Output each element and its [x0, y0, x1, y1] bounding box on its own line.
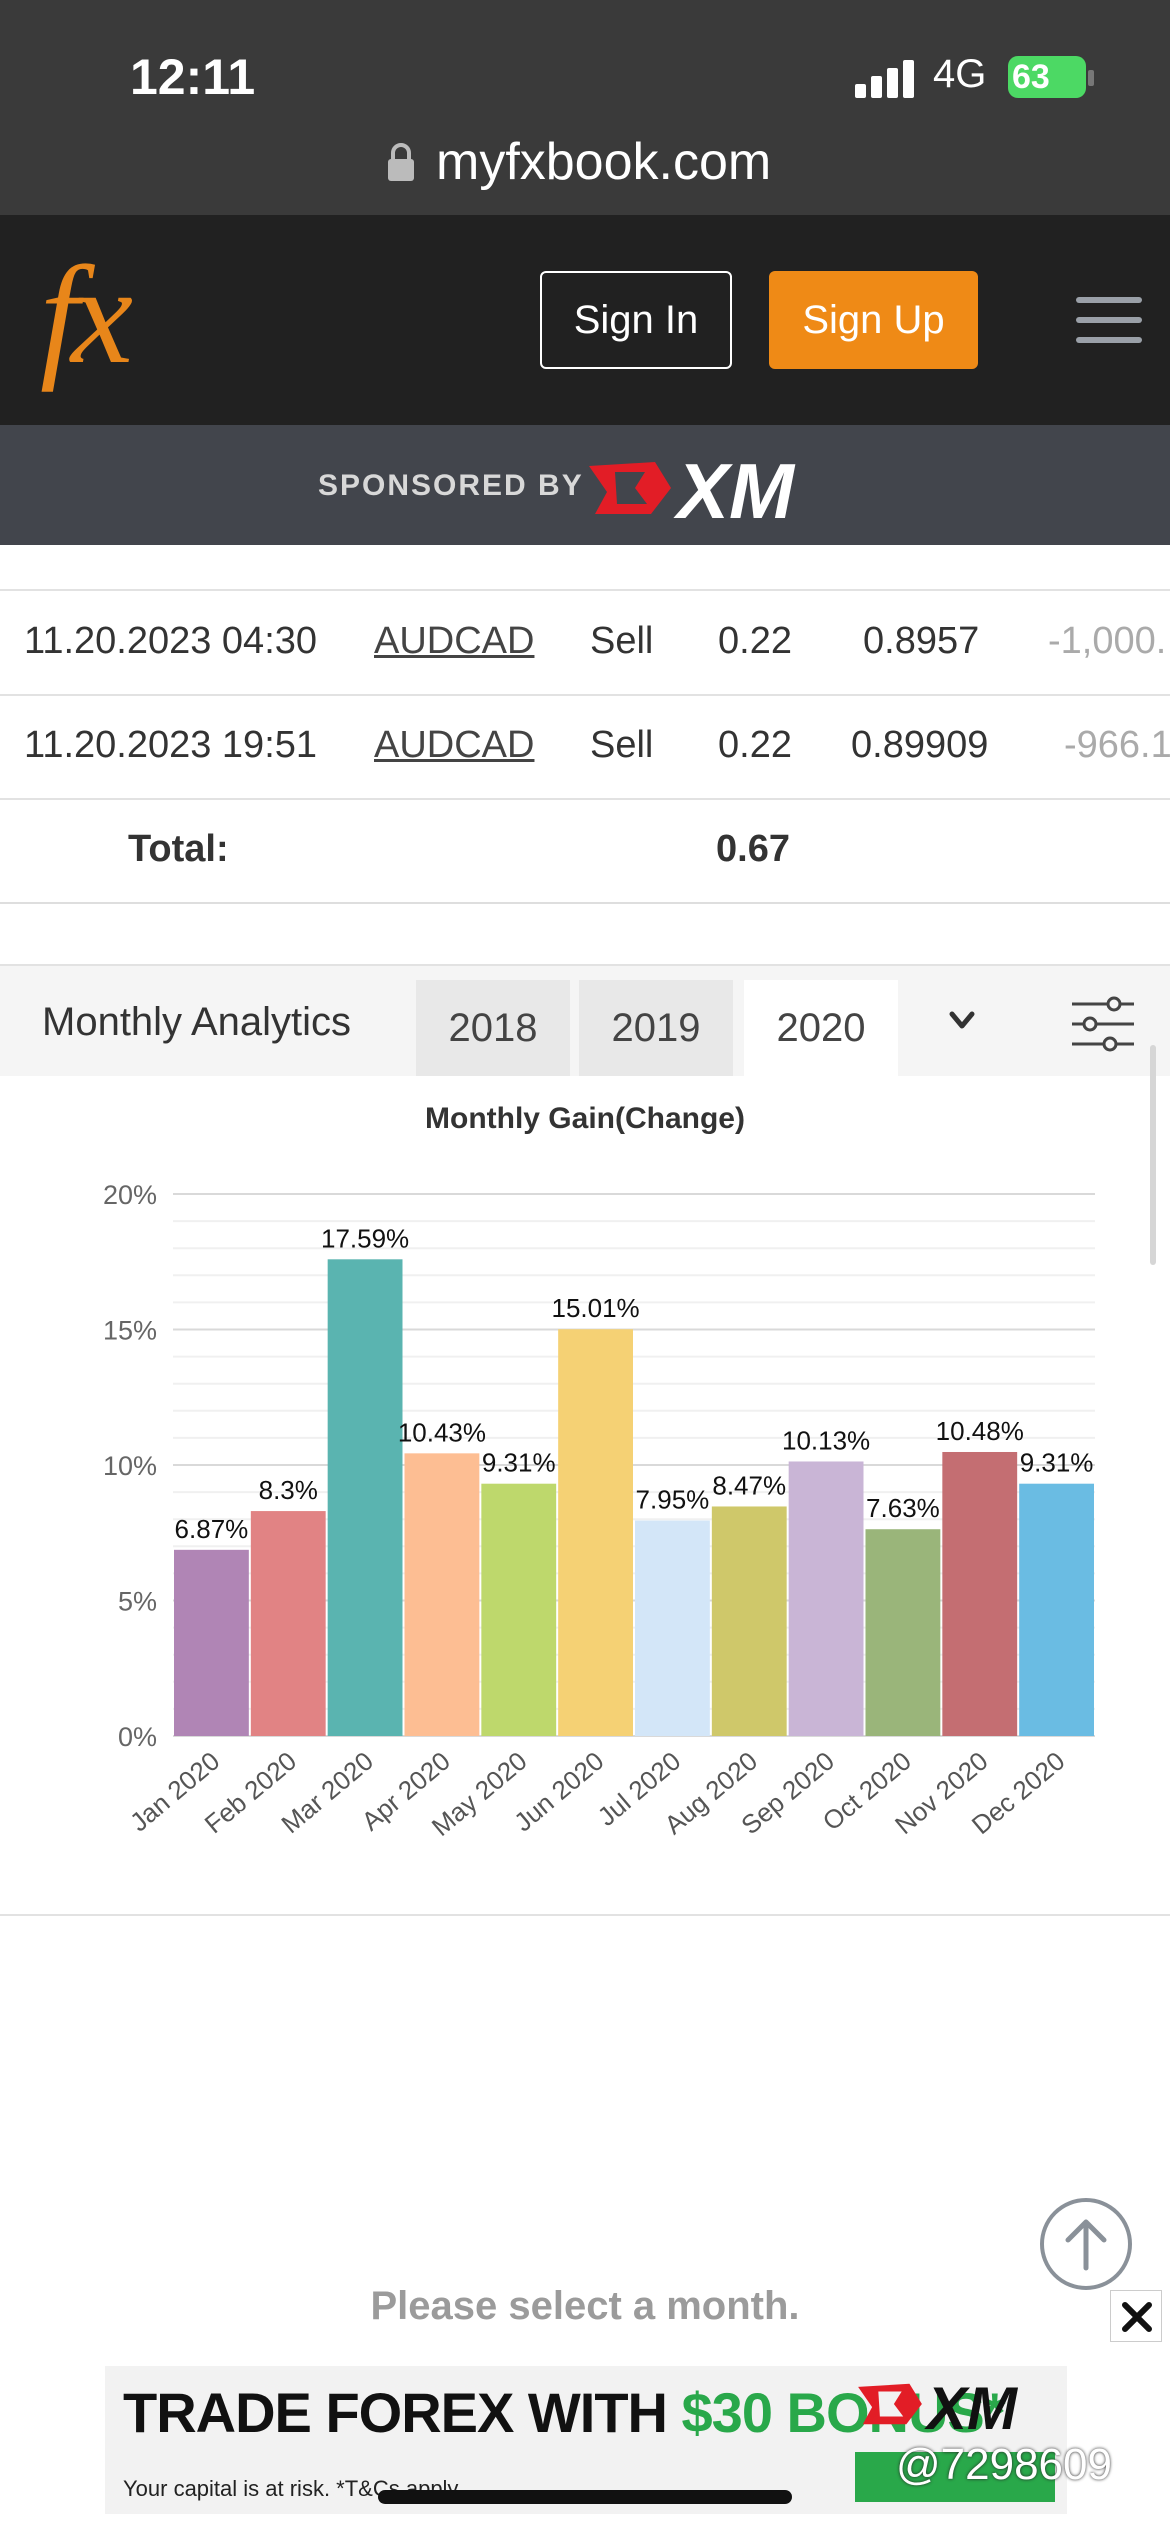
bar-value-label: 10.43% — [398, 1417, 486, 1447]
ad-xm-mark-icon — [858, 2383, 922, 2425]
y-tick-label: 10% — [103, 1451, 157, 1481]
hamburger-menu-icon[interactable] — [1076, 297, 1142, 345]
table-row: 11.20.2023 19:51 AUDCAD Sell 0.22 0.8990… — [0, 696, 1170, 800]
analytics-toolbar: Monthly Analytics 2018 2019 2020 — [0, 966, 1170, 1076]
site-header: fx Sign In Sign Up — [0, 215, 1170, 425]
network-type: 4G — [933, 52, 987, 96]
bar-feb-2020[interactable] — [250, 1511, 326, 1736]
bar-value-label: 9.31% — [1020, 1448, 1094, 1478]
clock: 12:11 — [130, 49, 256, 105]
scroll-to-top-icon[interactable] — [1038, 2196, 1134, 2292]
trade-action: Sell — [590, 620, 654, 662]
sign-up-button[interactable]: Sign Up — [769, 271, 978, 369]
trade-date: 11.20.2023 04:30 — [24, 620, 318, 662]
trade-action: Sell — [590, 724, 654, 766]
trade-symbol-link[interactable]: AUDCAD — [374, 724, 535, 766]
address-bar[interactable]: myfxbook.com — [0, 120, 1170, 200]
signal-icon — [855, 58, 917, 98]
scrollbar[interactable] — [1150, 1045, 1156, 1265]
ad-brand: XM — [927, 2375, 1017, 2442]
bar-nov-2020[interactable] — [942, 1451, 1018, 1736]
trade-date: 11.20.2023 19:51 — [24, 724, 318, 766]
y-tick-label: 20% — [103, 1180, 157, 1210]
battery-level: 63 — [1012, 58, 1050, 96]
site-logo[interactable]: fx — [40, 238, 133, 393]
close-ad-icon[interactable] — [1110, 2290, 1162, 2342]
ad-headline: TRADE FOREX WITH $30 BONUS* — [123, 2380, 1006, 2445]
lock-icon — [388, 143, 414, 181]
tab-year-2020[interactable]: 2020 — [744, 980, 898, 1076]
bar-value-label: 7.63% — [866, 1493, 940, 1523]
trade-lots: 0.22 — [718, 724, 792, 766]
trade-price: 0.89909 — [851, 724, 989, 766]
trade-profit: -1,000. — [1048, 620, 1167, 662]
table-row-partial — [0, 545, 1170, 591]
total-label: Total: — [128, 828, 229, 870]
chevron-down-icon[interactable] — [942, 1006, 982, 1036]
ad-headline-suffix: * — [983, 2381, 1006, 2444]
bar-dec-2020[interactable] — [1019, 1483, 1094, 1736]
bar-value-label: 15.01% — [551, 1293, 639, 1323]
bar-value-label: 7.95% — [636, 1485, 710, 1515]
ad-banner[interactable]: TRADE FOREX WITH $30 BONUS* Your capital… — [105, 2366, 1067, 2514]
bar-jul-2020[interactable] — [635, 1520, 710, 1736]
total-row: Total: 0.67 — [0, 800, 1170, 904]
tab-year-2019[interactable]: 2019 — [579, 980, 733, 1076]
battery-icon: 63 — [1008, 56, 1086, 98]
y-tick-label: 0% — [118, 1722, 157, 1752]
chart-svg: Monthly Gain(Change) 0% 5% 10% 15% 20% 6.87%… — [103, 1102, 1095, 1842]
sponsor-label: SPONSORED BY — [318, 469, 584, 502]
status-bar: 12:11 4G 63 myfxbook.com — [0, 0, 1170, 215]
ad-cta-button[interactable] — [855, 2452, 1055, 2502]
ad-bonus: $30 BONUS — [681, 2381, 985, 2444]
analytics-title: Monthly Analytics — [42, 1000, 352, 1044]
xm-logo: XM — [585, 447, 835, 535]
watermark: @7298609 — [896, 2440, 1112, 2489]
battery-cap — [1088, 70, 1094, 86]
bar-value-label: 9.31% — [482, 1448, 556, 1478]
bar-oct-2020[interactable] — [865, 1529, 941, 1736]
bar-may-2020[interactable] — [481, 1483, 557, 1736]
monthly-gain-chart: Monthly Gain(Change) 0% 5% 10% 15% 20% 6.87%… — [0, 1076, 1170, 1916]
xm-mark-icon — [589, 462, 671, 514]
home-indicator — [378, 2490, 792, 2504]
sign-in-button[interactable]: Sign In — [540, 271, 732, 369]
url-text: myfxbook.com — [436, 133, 772, 191]
y-tick-label: 5% — [118, 1587, 157, 1617]
sponsor-brand: XM — [677, 447, 794, 535]
empty-state-message: Please select a month. — [370, 2284, 800, 2328]
tab-year-2018[interactable]: 2018 — [416, 980, 570, 1076]
filter-settings-icon[interactable] — [1070, 994, 1136, 1054]
y-tick-label: 15% — [103, 1316, 157, 1346]
bar-value-label: 17.59% — [321, 1223, 409, 1253]
bar-value-label: 6.87% — [175, 1514, 249, 1544]
bar-apr-2020[interactable] — [404, 1453, 480, 1736]
ad-xm-logo: XM — [855, 2375, 1055, 2442]
bar-sep-2020[interactable] — [788, 1461, 864, 1736]
bar-value-label: 10.13% — [782, 1425, 870, 1455]
bar-jan-2020[interactable] — [174, 1549, 249, 1736]
bar-value-label: 10.48% — [936, 1416, 1024, 1446]
table-row: 11.20.2023 04:30 AUDCAD Sell 0.22 0.8957… — [0, 592, 1170, 696]
bar-value-label: 8.47% — [712, 1470, 786, 1500]
bar-mar-2020[interactable] — [327, 1259, 403, 1736]
bar-jun-2020[interactable] — [558, 1329, 633, 1736]
bar-value-label: 8.3% — [259, 1475, 318, 1505]
section-spacer — [0, 904, 1170, 966]
ad-headline-prefix: TRADE FOREX WITH — [123, 2381, 682, 2444]
trade-price: 0.8957 — [863, 620, 980, 662]
bar-aug-2020[interactable] — [711, 1506, 787, 1736]
chart-title: Monthly Gain(Change) — [425, 1102, 745, 1135]
sponsor-bar[interactable]: SPONSORED BY XM — [0, 425, 1170, 545]
total-value: 0.67 — [716, 828, 790, 870]
trade-profit: -966.1 — [1064, 724, 1170, 766]
trade-symbol-link[interactable]: AUDCAD — [374, 620, 535, 662]
trade-lots: 0.22 — [718, 620, 792, 662]
